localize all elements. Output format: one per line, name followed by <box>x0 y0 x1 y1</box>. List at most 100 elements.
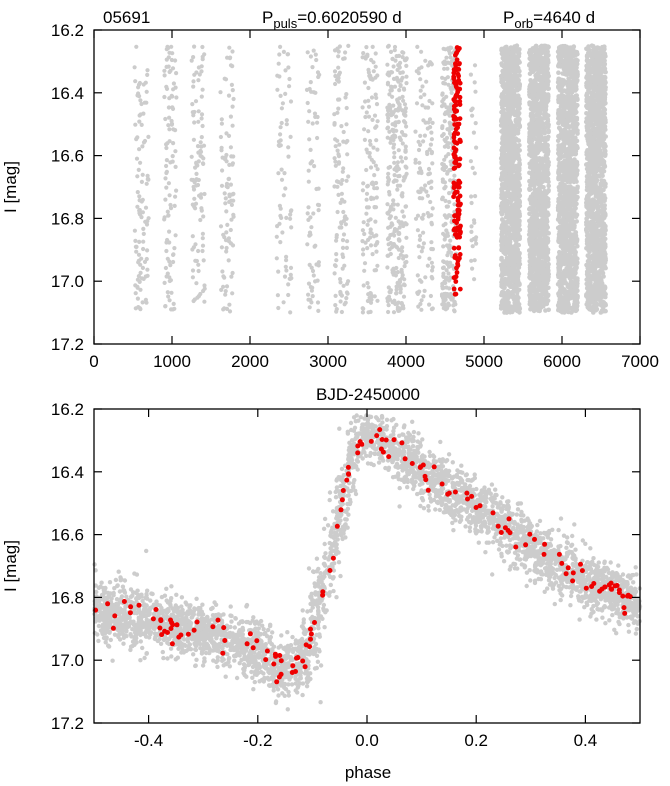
top-observation-point <box>195 144 201 149</box>
top-observation-point <box>441 162 446 167</box>
top-observation-point <box>415 228 420 233</box>
top-observation-point <box>201 156 206 161</box>
top-observation-point <box>390 56 395 62</box>
top-observation-point <box>500 195 506 201</box>
top-observation-point <box>338 291 343 296</box>
top-observation-point <box>169 93 174 98</box>
top-observation-point <box>193 201 199 206</box>
top-observation-point <box>420 245 425 250</box>
top-observation-point <box>446 82 451 87</box>
top-observation-point <box>533 54 538 59</box>
top-observation-point <box>364 147 369 152</box>
top-observation-point <box>231 214 236 219</box>
top-observation-point <box>430 268 435 273</box>
top-observation-point <box>471 218 477 223</box>
top-observation-point <box>428 125 433 130</box>
top-observation-point <box>469 258 474 263</box>
top-observation-point <box>230 123 235 128</box>
top-observation-point <box>502 271 507 277</box>
top-observation-point <box>168 202 173 208</box>
top-observation-point <box>540 128 545 134</box>
top-observation-point <box>341 129 346 135</box>
top-observation-point <box>341 209 346 215</box>
top-observation-point <box>282 274 288 279</box>
top-observation-point <box>316 263 321 268</box>
top-observation-point <box>403 133 408 138</box>
top-observation-point <box>336 76 341 81</box>
top-observation-point <box>398 183 403 188</box>
top-observation-point <box>386 73 392 78</box>
top-observation-point <box>513 238 519 244</box>
top-observation-point <box>425 193 430 198</box>
top-observation-point <box>334 309 339 314</box>
top-observation-point <box>344 245 349 250</box>
top-observation-point <box>142 259 148 264</box>
top-observation-point <box>190 102 195 107</box>
top-observation-point <box>401 178 406 183</box>
top-observation-point <box>310 294 315 299</box>
top-observation-point <box>399 301 404 306</box>
top-observation-point <box>398 60 403 65</box>
top-observation-point <box>163 265 168 271</box>
top-observation-point <box>164 163 169 169</box>
top-observation-point <box>502 160 507 166</box>
top-observation-point <box>447 199 452 205</box>
top-observation-point <box>447 250 452 255</box>
top-observation-point <box>517 162 522 167</box>
top-observation-point <box>165 209 170 214</box>
top-points <box>132 43 608 315</box>
top-observation-point <box>368 309 373 314</box>
top-observation-point <box>420 103 425 108</box>
top-observation-point <box>189 58 194 63</box>
top-observation-point <box>392 84 398 89</box>
top-observation-point <box>343 50 348 55</box>
top-observation-point <box>332 121 337 126</box>
top-observation-point <box>230 270 235 276</box>
top-observation-point <box>145 173 150 178</box>
top-observation-point <box>511 254 517 260</box>
top-observation-point <box>540 163 546 169</box>
top-observation-point <box>361 181 366 186</box>
top-observation-point <box>170 105 175 110</box>
top-observation-point <box>452 202 457 207</box>
top-observation-point <box>400 55 405 60</box>
top-observation-point <box>534 243 540 248</box>
top-observation-point <box>537 156 542 161</box>
top-observation-point <box>199 116 204 121</box>
top-observation-point <box>374 186 380 191</box>
top-observation-point <box>443 154 449 159</box>
top-observation-point <box>173 85 178 90</box>
top-observation-point <box>284 122 289 127</box>
top-observation-point <box>229 82 234 87</box>
top-observation-point <box>508 145 513 151</box>
top-observation-point <box>165 290 170 295</box>
top-observation-point <box>374 180 379 186</box>
top-observation-point <box>511 297 517 302</box>
top-observation-point <box>546 129 551 135</box>
top-observation-point <box>448 213 453 218</box>
top-observation-point <box>397 225 402 230</box>
top-observation-point <box>516 264 521 269</box>
top-observation-point <box>498 306 504 311</box>
top-observation-point <box>169 44 174 49</box>
top-observation-point <box>286 154 291 159</box>
top-observation-point <box>385 202 390 207</box>
top-observation-point <box>199 208 204 213</box>
top-observation-point <box>200 248 205 254</box>
top-observation-point <box>228 182 233 187</box>
top-observation-point <box>218 224 224 229</box>
top-observation-point <box>164 84 169 89</box>
top-observation-point <box>364 197 369 202</box>
top-observation-point <box>133 79 138 84</box>
top-observation-point <box>543 141 548 146</box>
top-observation-point <box>336 65 341 70</box>
top-observation-point <box>503 199 508 204</box>
top-observation-point <box>534 170 540 175</box>
top-observation-point <box>288 99 294 104</box>
top-observation-point <box>229 202 234 207</box>
top-observation-point <box>417 66 422 71</box>
top-observation-point <box>133 306 138 311</box>
top-observation-point <box>421 139 426 144</box>
top-observation-point <box>509 290 515 295</box>
top-observation-point <box>529 201 535 206</box>
